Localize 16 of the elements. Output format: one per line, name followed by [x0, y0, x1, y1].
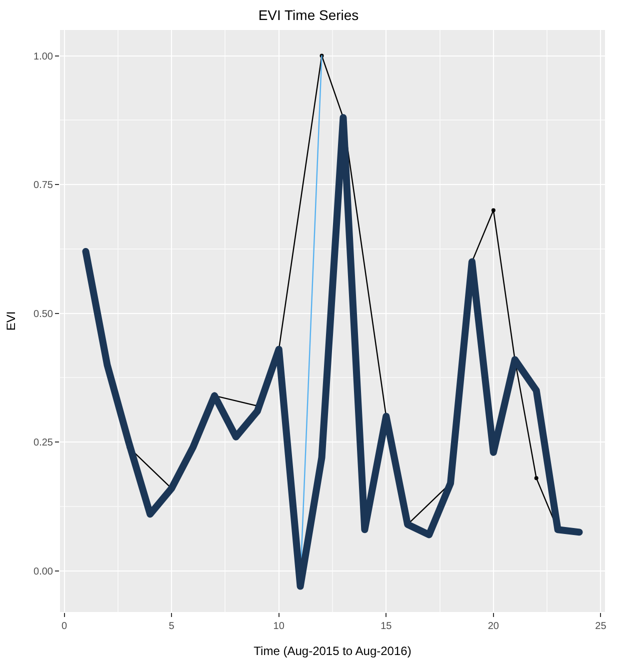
y-tick-label: 0.50: [34, 308, 54, 320]
chart-title: EVI Time Series: [258, 6, 359, 23]
y-tick-label: 0.25: [34, 438, 54, 449]
point: [491, 208, 496, 212]
y-axis-title: EVI: [4, 311, 18, 331]
x-tick-label: 10: [273, 621, 285, 632]
y-tick-label: 0.00: [34, 566, 54, 578]
x-tick-label: 20: [488, 621, 500, 632]
x-axis-title: Time (Aug-2015 to Aug-2016): [254, 644, 412, 658]
x-tick-label: 5: [168, 621, 175, 632]
y-tick-label: 0.75: [34, 180, 54, 192]
y-tick-label: 1.00: [34, 51, 54, 62]
x-tick-label: 15: [380, 621, 392, 632]
x-tick-label: 0: [62, 621, 68, 632]
point: [534, 476, 538, 480]
x-tick-label: 25: [595, 621, 607, 632]
